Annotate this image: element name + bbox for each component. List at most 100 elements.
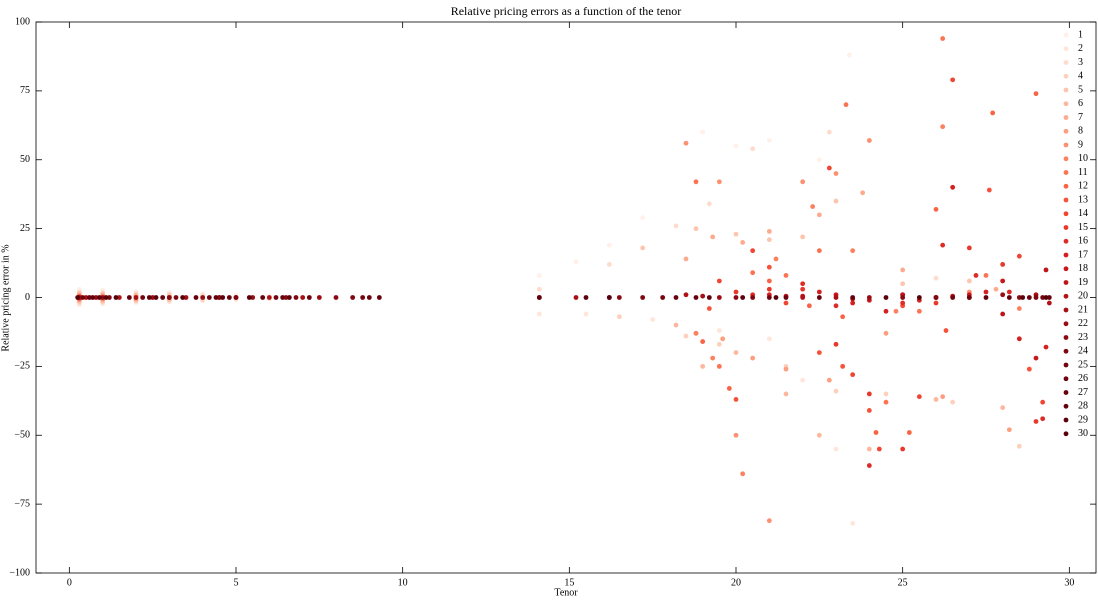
point	[833, 341, 839, 347]
point	[710, 355, 716, 361]
point	[683, 333, 689, 339]
legend-marker	[1063, 348, 1069, 354]
legend-label: 19	[1078, 277, 1088, 288]
x-tick-label: 15	[564, 577, 574, 588]
point	[1033, 355, 1039, 361]
legend-label: 8	[1078, 126, 1083, 137]
point	[833, 388, 839, 394]
point	[1046, 295, 1052, 300]
point	[1016, 306, 1022, 311]
point	[213, 295, 219, 300]
point	[716, 363, 722, 369]
point	[250, 295, 256, 300]
y-tick-label: −50	[14, 430, 30, 441]
legend-label: 4	[1078, 71, 1083, 82]
point	[246, 295, 252, 300]
x-tick-label: 30	[1064, 577, 1074, 588]
legend-label: 26	[1078, 373, 1088, 384]
legend-label: 29	[1078, 414, 1088, 425]
point	[573, 259, 579, 265]
point	[1020, 295, 1026, 300]
point	[883, 308, 889, 314]
point	[726, 386, 732, 391]
point	[950, 399, 956, 405]
point	[740, 295, 746, 300]
legend-marker	[1063, 390, 1069, 395]
point	[75, 295, 81, 300]
point	[716, 341, 722, 347]
point	[876, 446, 882, 452]
point	[866, 391, 872, 397]
x-tick-label: 10	[398, 577, 408, 588]
y-tick-label: 0	[25, 292, 30, 303]
legend-marker	[1063, 280, 1069, 285]
point	[940, 242, 946, 248]
point	[800, 179, 806, 185]
point	[816, 432, 822, 438]
legend-label: 28	[1078, 401, 1088, 412]
legend-label: 14	[1078, 208, 1088, 219]
point	[160, 295, 166, 300]
point	[766, 138, 772, 143]
point	[766, 286, 772, 292]
point	[750, 248, 756, 254]
point	[1000, 262, 1006, 267]
legend-label: 7	[1078, 112, 1083, 123]
point	[833, 171, 839, 176]
legend-marker	[1063, 335, 1069, 340]
legend-marker	[1063, 32, 1069, 38]
point	[816, 212, 822, 218]
point	[673, 322, 679, 328]
point	[750, 146, 756, 152]
point	[933, 275, 939, 281]
point	[800, 281, 806, 287]
point	[693, 295, 699, 300]
point	[606, 262, 612, 267]
point	[900, 446, 906, 452]
point	[1016, 253, 1022, 259]
point	[843, 102, 849, 108]
point	[1016, 443, 1022, 449]
legend-label: 9	[1078, 139, 1083, 150]
point	[1000, 292, 1006, 298]
point	[640, 245, 646, 251]
legend-marker	[1063, 211, 1069, 217]
legend-marker	[1063, 170, 1069, 175]
point	[280, 295, 286, 300]
point	[116, 295, 122, 300]
point	[86, 295, 92, 300]
point	[883, 399, 889, 405]
point	[833, 446, 839, 452]
legend-marker	[1063, 321, 1069, 327]
point	[133, 295, 139, 300]
point	[846, 52, 852, 58]
legend-label: 20	[1078, 291, 1088, 302]
point	[883, 391, 889, 397]
point	[716, 295, 722, 300]
point	[650, 317, 656, 322]
point	[1006, 427, 1012, 433]
legend-marker	[1063, 362, 1069, 368]
point	[733, 432, 739, 438]
legend-label: 27	[1078, 387, 1088, 398]
point	[366, 295, 372, 300]
point	[773, 256, 779, 262]
point	[950, 184, 956, 190]
legend-marker	[1063, 266, 1069, 272]
point	[583, 311, 589, 317]
point	[933, 300, 939, 306]
point	[816, 289, 822, 295]
point	[150, 295, 156, 300]
point	[700, 129, 706, 135]
point	[950, 295, 956, 300]
y-tick-label: −100	[9, 567, 30, 578]
point	[783, 300, 789, 306]
point	[93, 295, 99, 300]
point	[940, 394, 946, 400]
point	[860, 190, 866, 196]
point	[1016, 336, 1022, 342]
legend-marker	[1063, 142, 1069, 148]
y-tick-label: 50	[20, 154, 30, 165]
point	[583, 295, 589, 300]
x-tick-label: 5	[234, 577, 239, 588]
